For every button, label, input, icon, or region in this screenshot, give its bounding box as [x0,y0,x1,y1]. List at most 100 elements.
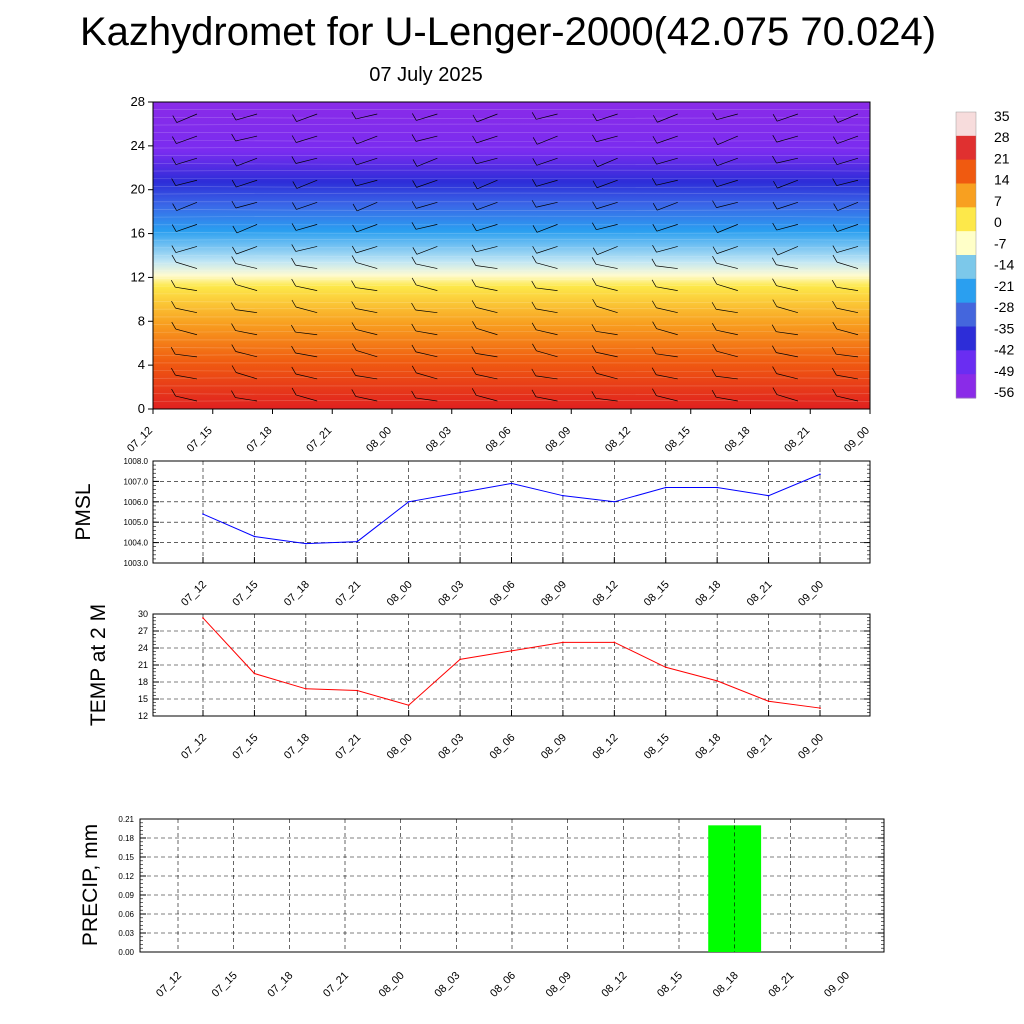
wind-barb [652,201,678,211]
wind-barb [591,324,618,336]
wind-barb [591,391,618,402]
x-tick-label: 08_06 [488,732,518,762]
wind-barb [291,278,318,291]
wind-barb [712,277,738,291]
data-point [510,650,513,652]
wind-barb [711,390,738,402]
wind-barb [832,388,859,402]
wind-barb [531,255,558,269]
wind-barb [171,178,198,186]
y-tick-label: 0.18 [118,834,134,843]
chart-subtitle: 07 July 2025 [369,64,483,86]
wind-barb [291,299,318,314]
colorbar-frame [955,111,977,399]
wind-barb [591,222,618,231]
wind-barb [351,280,378,291]
wind-barb [472,113,498,123]
wind-barb [411,365,438,380]
wind-barb [292,113,318,122]
wind-barb [412,113,438,121]
wind-barb [231,133,258,142]
colorbar-swatch [956,159,976,184]
chart-title: Kazhydromet for U-Lenger-2000(42.075 70.… [79,10,937,54]
x-tick-label: 08_21 [745,579,775,609]
wind-barb [232,224,258,234]
colorbar-label: 21 [994,150,1010,166]
wind-barb [471,367,498,380]
wind-barb [593,157,618,168]
wind-barb [772,134,799,143]
wind-barb [292,201,318,210]
wind-barb [711,302,738,314]
wind-barb [471,279,498,291]
wind-barb [411,134,438,142]
data-point [664,666,667,669]
wind-barb [651,279,678,291]
contour-line [152,330,871,333]
wind-barb [411,390,438,402]
wind-barb [532,246,558,254]
wind-barb [291,135,318,143]
wind-barb [351,389,378,402]
y-tick-label: 27 [138,626,148,636]
wind-barb [773,179,799,189]
y-tick-label: 0.09 [118,891,134,900]
wind-barb [351,301,378,314]
wind-barb [351,368,378,380]
y-tick-label: 24 [138,643,148,653]
y-tick-label: 12 [131,269,145,284]
wind-barb [653,113,678,123]
x-tick-label: 07_12 [179,732,209,762]
data-point [253,672,256,675]
y-tick-label: 0.21 [118,815,134,824]
colorbar-swatch [956,135,976,161]
x-tick-label: 08_00 [385,579,415,609]
wind-barb [772,201,799,210]
wind-barb [651,258,678,269]
x-tick-label: 08_09 [539,732,569,762]
wind-barb [652,321,678,336]
x-tick-label: 08_12 [599,970,629,1000]
data-point [356,540,359,543]
x-tick-label: 08_15 [655,970,685,1000]
data-point [562,641,564,644]
wind-barb [472,201,498,211]
wind-barb [712,343,738,358]
x-tick-label: 07_21 [304,425,334,455]
colorbar-label: -42 [994,342,1014,358]
x-tick-label: 09_00 [842,425,872,455]
x-tick-label: 08_18 [693,732,723,762]
x-tick-label: 07_18 [245,425,275,455]
wind-barb [231,390,258,402]
colorbar-swatch [956,350,976,375]
y-tick-label: 0.15 [118,853,134,862]
data-point [510,482,513,485]
x-tick-label: 07_12 [154,970,184,1000]
data-point [253,535,256,538]
data-point [664,486,667,489]
x-tick-label: 08_15 [663,425,693,455]
data-point [202,513,204,515]
wind-barb [531,301,558,314]
wind-barb [771,324,798,336]
wind-barb [231,323,258,336]
x-tick-label: 08_06 [488,970,518,1000]
x-tick-label: 09_00 [796,579,826,609]
x-tick-label: 08_09 [544,970,574,1000]
wind-barb [531,389,558,402]
x-tick-label: 08_18 [723,425,753,455]
wind-barb [411,277,438,291]
x-tick-label: 08_03 [436,579,466,609]
wind-barb [592,113,618,122]
y-tick-label: 12 [138,711,148,721]
y-tick-label: 0 [138,401,145,416]
contour-line [152,209,871,211]
x-tick-label: 08_18 [711,970,741,1000]
contour-line [152,377,871,379]
pmsl-panel: 1003.0 1004.0 1005.0 1006.0 1007.0 1008.0 07_1… [72,457,871,609]
wind-barb [472,179,498,190]
wind-barb [231,277,258,291]
wind-barb [171,367,198,380]
data-point [819,473,821,476]
wind-barb [471,346,498,358]
